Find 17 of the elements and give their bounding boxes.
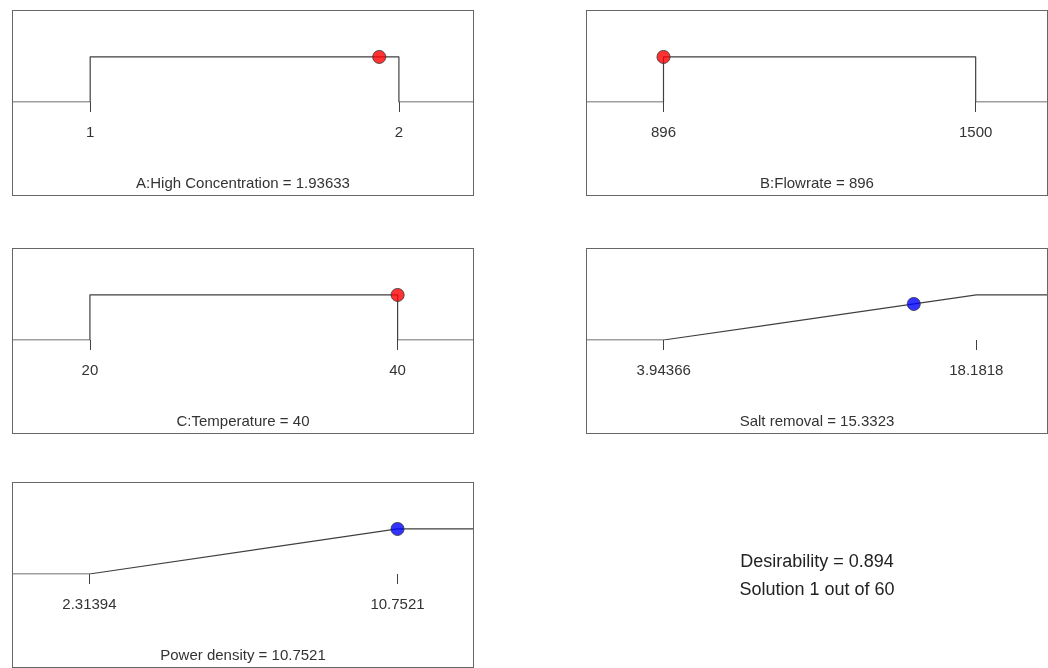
x-tick-label: 896	[650, 123, 677, 140]
x-tick-label: 1500	[958, 123, 993, 140]
text: Solution 1 out of 60	[739, 578, 895, 601]
text: Desirability = 0.894	[740, 550, 894, 573]
x-tick-label: 2.31394	[62, 595, 117, 612]
x-tick-label: 1	[86, 123, 95, 140]
x-axis-title: Salt removal = 15.3323	[739, 412, 895, 429]
x-tick-label: 3.94366	[636, 361, 691, 378]
x-axis-title: B:Flowrate = 896	[760, 174, 874, 191]
x-axis-title: Power density = 10.7521	[160, 646, 326, 663]
x-axis-title: C:Temperature = 40	[176, 412, 310, 429]
x-tick-label: 2	[394, 123, 404, 140]
x-axis-title: A:High Concentration = 1.93633	[136, 174, 350, 191]
x-tick-label: 40	[389, 361, 406, 378]
x-tick-label: 18.1818	[949, 361, 1004, 378]
x-tick-label: 20	[81, 361, 99, 378]
x-tick-label: 10.7521	[370, 595, 425, 612]
